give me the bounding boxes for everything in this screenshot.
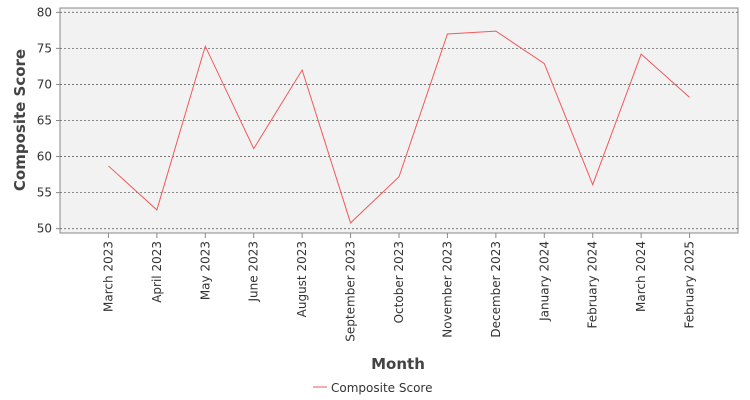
x-tick-label: February 2024 [586, 241, 600, 329]
legend-label: Composite Score [331, 381, 432, 395]
x-tick-label: February 2025 [683, 241, 697, 329]
x-tick-label: January 2024 [537, 241, 551, 322]
x-tick-label: August 2023 [295, 241, 309, 317]
x-tick-label: September 2023 [344, 241, 358, 342]
x-tick-label: November 2023 [440, 241, 454, 338]
x-tick-label: May 2023 [198, 241, 212, 300]
x-tick-label: March 2024 [634, 241, 648, 312]
y-tick-label: 55 [37, 186, 52, 200]
line [108, 30, 690, 224]
y-tick-label: 50 [37, 222, 52, 236]
x-tick-label: December 2023 [489, 241, 503, 338]
y-tick-label: 70 [37, 77, 52, 91]
y-tick-label: 60 [37, 150, 52, 164]
x-tick-label: April 2023 [150, 241, 164, 303]
y-axis-title: Composite Score [11, 49, 29, 191]
x-tick-label: June 2023 [247, 241, 261, 303]
y-tick-label: 75 [37, 41, 52, 55]
x-tick-label: March 2023 [101, 241, 115, 312]
y-tick-label: 65 [37, 114, 52, 128]
x-tick-label: October 2023 [392, 241, 406, 323]
x-axis-title: Month [371, 355, 425, 373]
y-tick-label: 80 [37, 5, 52, 19]
